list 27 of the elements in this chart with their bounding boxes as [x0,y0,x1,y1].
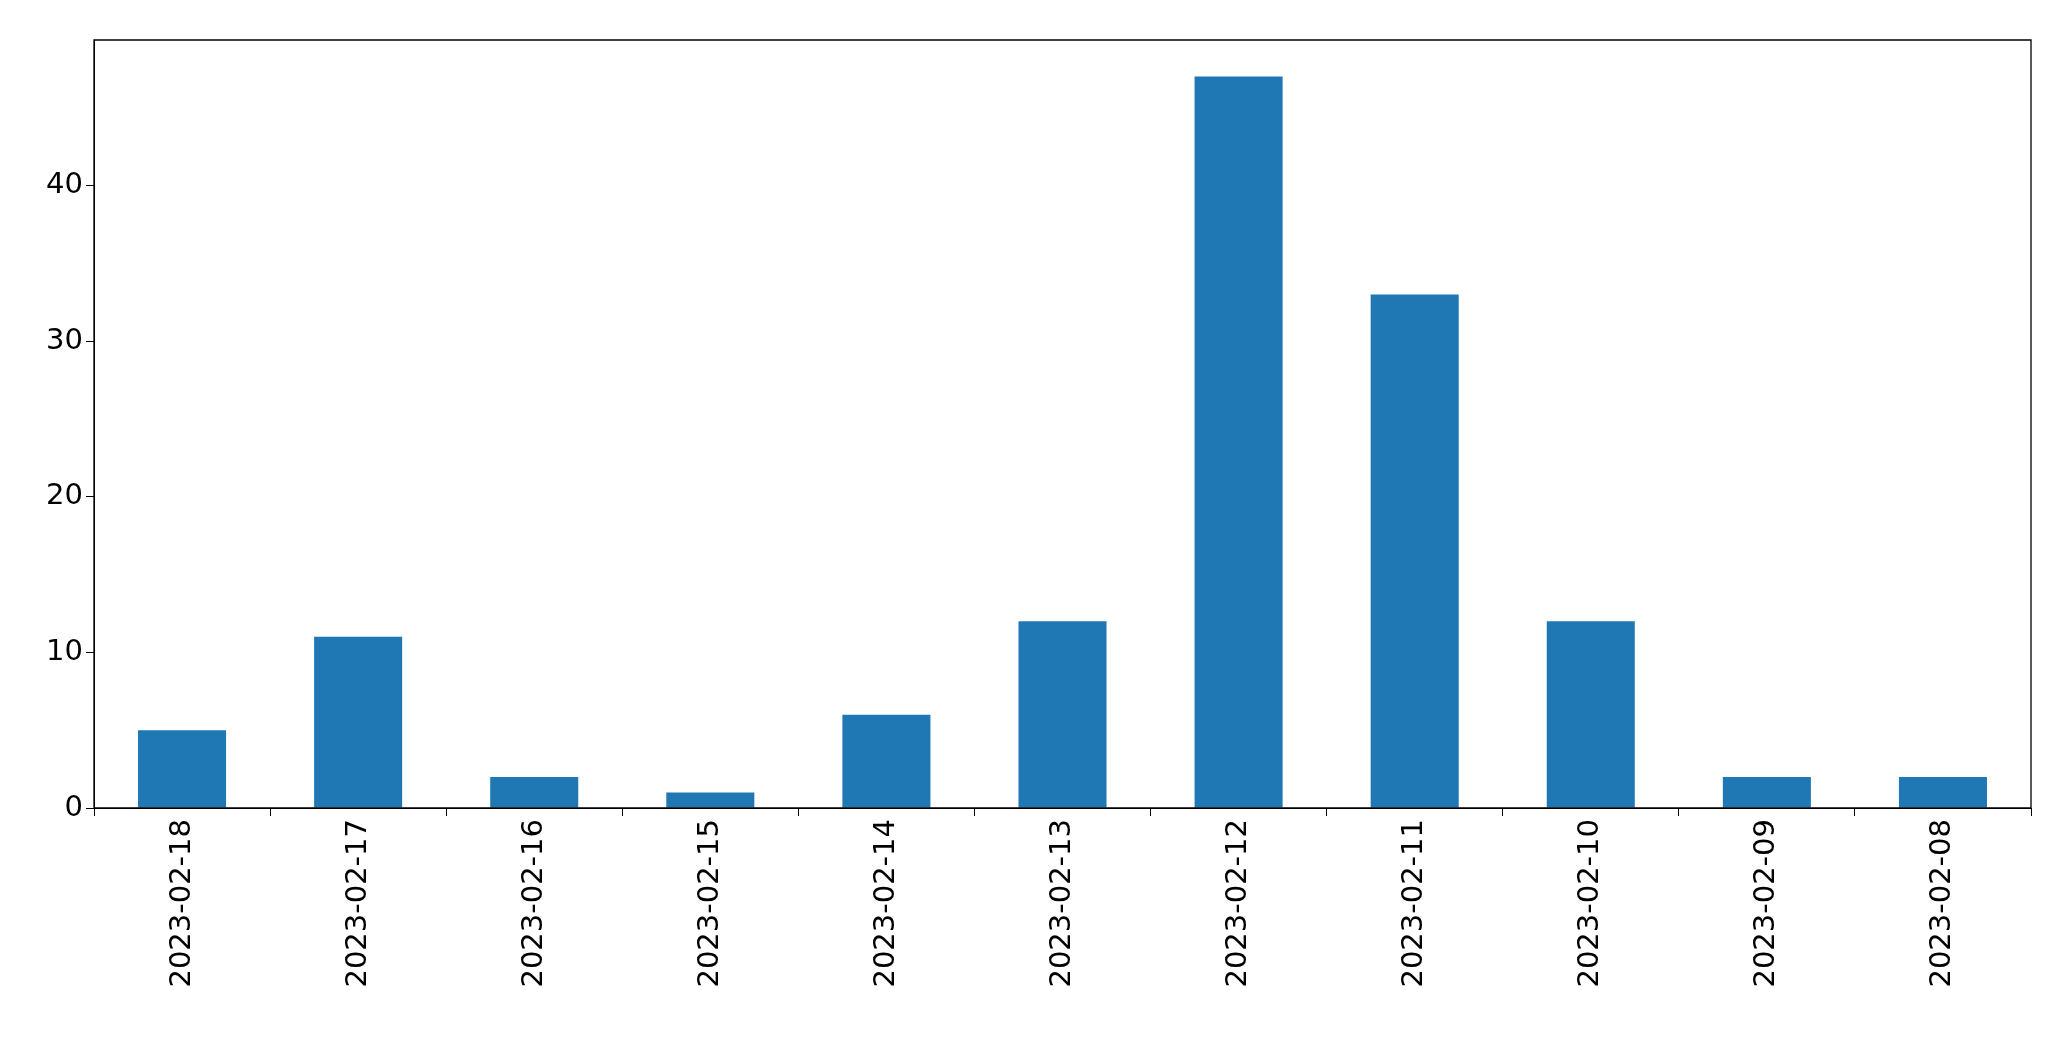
bar [842,714,931,808]
x-tick-label: 2023-02-18 [162,819,197,988]
bar [1546,621,1635,808]
y-tick-label: 10 [46,632,83,667]
bar [1194,76,1283,808]
x-tick-label: 2023-02-14 [866,819,901,988]
x-tick-label: 2023-02-13 [1043,819,1078,988]
x-tick-label: 2023-02-11 [1395,819,1430,988]
bar [666,792,755,808]
bar [314,636,403,808]
x-tick-label: 2023-02-10 [1571,819,1606,988]
y-tick-label: 20 [46,477,83,512]
y-tick-label: 40 [46,166,83,201]
bar [1370,294,1459,808]
x-tick-label: 2023-02-12 [1219,819,1254,988]
x-tick-label: 2023-02-08 [1923,819,1958,988]
x-tick-label: 2023-02-17 [338,819,373,988]
bar [138,730,227,808]
bar [1722,776,1811,808]
y-tick-label: 30 [46,321,83,356]
x-tick-label: 2023-02-15 [690,819,725,988]
bar [490,776,579,808]
x-tick-label: 2023-02-16 [514,819,549,988]
bar [1018,621,1107,808]
bar [1898,776,1987,808]
y-tick-label: 0 [64,788,83,823]
x-tick-label: 2023-02-09 [1747,819,1782,988]
